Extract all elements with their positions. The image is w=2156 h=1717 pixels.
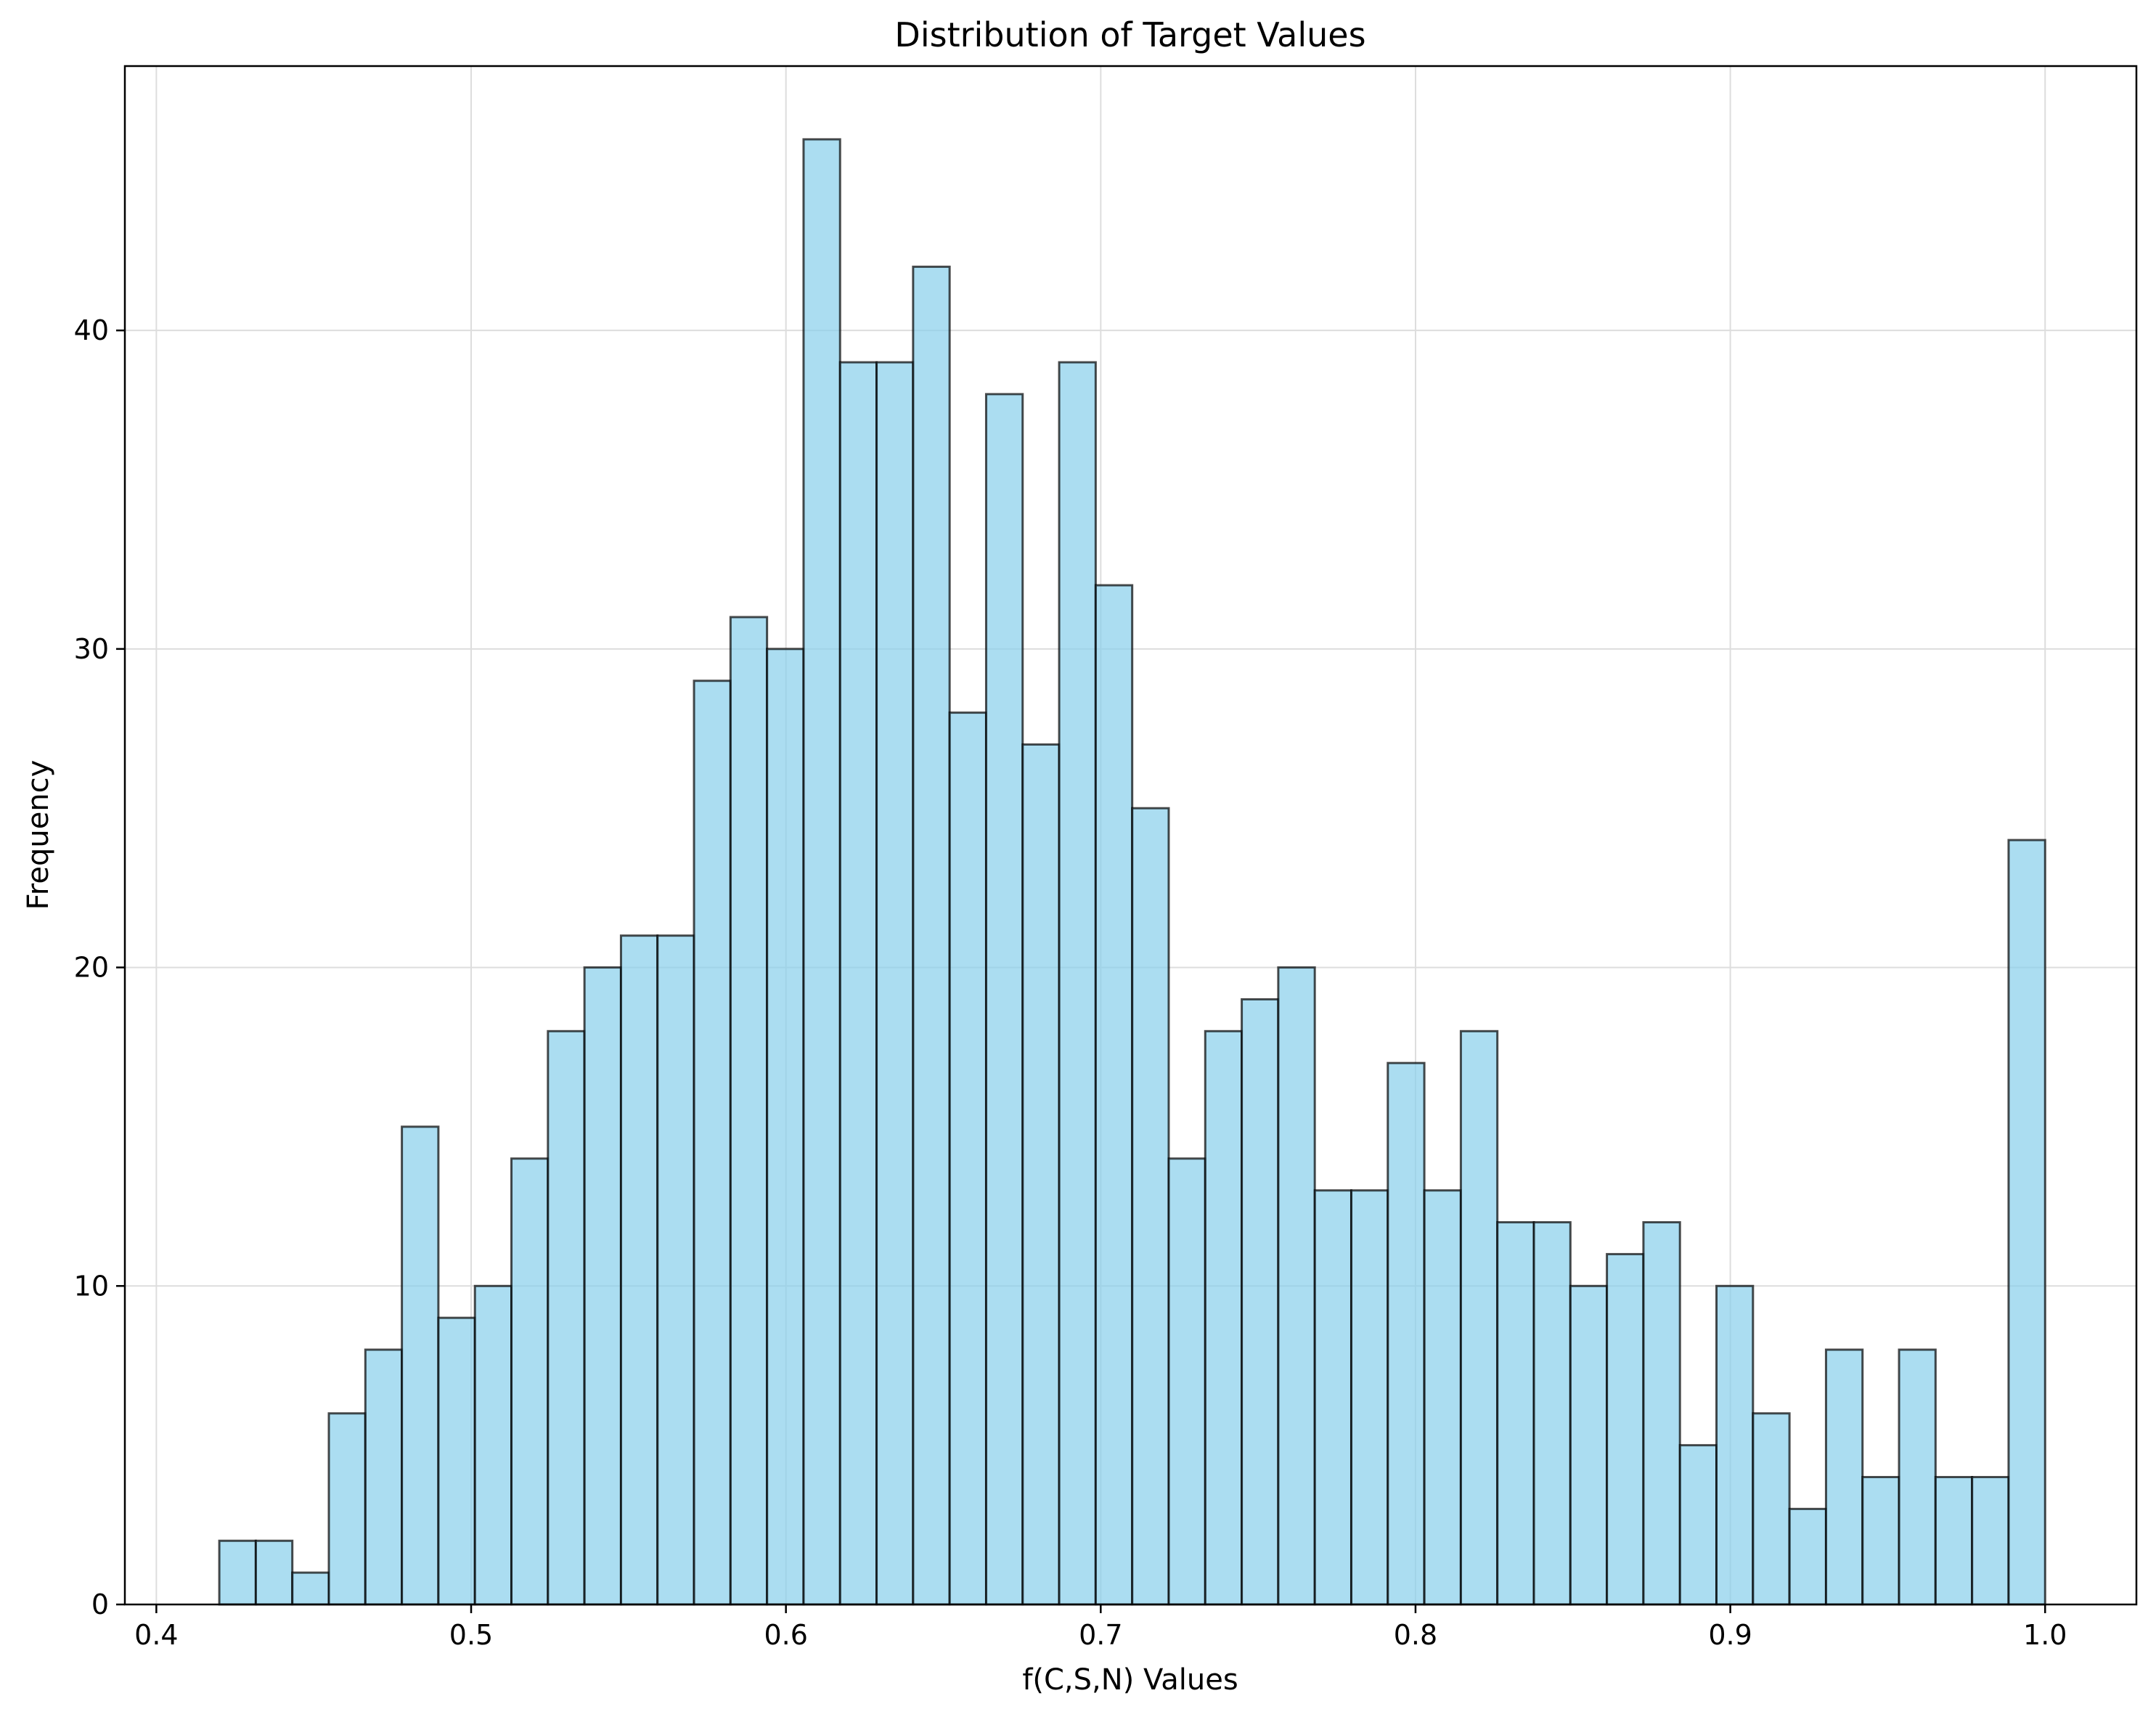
histogram-bar-1 <box>254 1539 294 1606</box>
histogram-bar-16 <box>802 138 841 1606</box>
plot-frame <box>123 65 2138 1606</box>
histogram-bar-32 <box>1387 1061 1426 1606</box>
histogram-bar-23 <box>1058 361 1097 1606</box>
histogram-bar-48 <box>1971 1476 2010 1606</box>
histogram-bar-18 <box>875 361 915 1606</box>
histogram-bar-21 <box>984 393 1024 1606</box>
histogram-bar-42 <box>1752 1412 1791 1606</box>
y-tick-label: 10 <box>74 1270 109 1302</box>
histogram-bar-38 <box>1606 1252 1645 1606</box>
x-tick-label: 1.0 <box>2023 1619 2067 1651</box>
histogram-bar-45 <box>1861 1476 1900 1606</box>
histogram-bars <box>218 138 2046 1606</box>
histogram-bar-34 <box>1459 1029 1499 1606</box>
x-tick-label: 0.4 <box>134 1619 178 1651</box>
histogram-bar-33 <box>1423 1189 1462 1606</box>
histogram-bar-5 <box>401 1125 440 1606</box>
x-tick-label: 0.6 <box>764 1619 807 1651</box>
histogram-bar-17 <box>838 361 878 1606</box>
histogram-bar-14 <box>729 616 769 1606</box>
histogram-bar-20 <box>948 711 987 1606</box>
histogram-bar-15 <box>766 648 805 1606</box>
y-tick-label: 30 <box>74 633 109 665</box>
histogram-bar-49 <box>2007 839 2046 1606</box>
x-axis-title: f(C,S,N) Values <box>1022 1663 1238 1697</box>
x-tick-label: 0.7 <box>1079 1619 1122 1651</box>
histogram-bar-47 <box>1934 1476 1974 1606</box>
histogram-bar-11 <box>619 934 659 1606</box>
histogram-bar-28 <box>1241 998 1280 1606</box>
histogram-bar-6 <box>437 1316 476 1606</box>
histogram-bar-4 <box>364 1348 404 1606</box>
x-tick-label: 0.8 <box>1394 1619 1437 1651</box>
y-axis-ticks: 0 10 20 30 40 <box>74 314 125 1620</box>
histogram-bar-9 <box>547 1029 586 1606</box>
histogram-bar-39 <box>1642 1221 1681 1606</box>
x-axis-ticks: 0.4 0.5 0.6 0.7 0.8 0.9 1.0 <box>134 1604 2067 1651</box>
histogram-bar-22 <box>1021 743 1061 1606</box>
histogram-bar-31 <box>1349 1189 1389 1606</box>
histogram-bar-13 <box>693 680 732 1606</box>
histogram-bar-36 <box>1532 1221 1572 1606</box>
y-tick-label: 20 <box>74 952 109 984</box>
histogram-bar-19 <box>912 265 951 1606</box>
histogram-bar-10 <box>583 966 622 1606</box>
histogram-bar-40 <box>1678 1444 1718 1606</box>
histogram-bar-2 <box>291 1571 330 1606</box>
histogram-bar-29 <box>1277 966 1316 1606</box>
histogram-bar-7 <box>473 1284 513 1606</box>
histogram-bar-27 <box>1204 1029 1244 1606</box>
histogram-bar-30 <box>1313 1189 1352 1606</box>
histogram-bar-25 <box>1131 807 1170 1606</box>
y-axis-title: Frequency <box>22 760 55 910</box>
histogram-bar-35 <box>1496 1221 1535 1606</box>
histogram-bar-41 <box>1715 1284 1755 1606</box>
histogram-bar-44 <box>1824 1348 1864 1606</box>
histogram-bar-12 <box>656 934 695 1606</box>
x-tick-label: 0.9 <box>1708 1619 1752 1651</box>
chart-title: Distribution of Target Values <box>894 15 1365 54</box>
histogram-bar-37 <box>1569 1284 1609 1606</box>
y-tick-label: 40 <box>74 314 109 346</box>
histogram-bar-0 <box>218 1539 257 1606</box>
histogram-bar-43 <box>1788 1507 1827 1606</box>
histogram-bar-3 <box>327 1412 367 1606</box>
histogram-bar-46 <box>1898 1348 1937 1606</box>
x-tick-label: 0.5 <box>449 1619 493 1651</box>
histogram-bar-8 <box>510 1157 550 1606</box>
y-tick-label: 0 <box>91 1588 109 1620</box>
histogram-bar-26 <box>1167 1157 1206 1606</box>
histogram-bar-24 <box>1094 584 1134 1606</box>
